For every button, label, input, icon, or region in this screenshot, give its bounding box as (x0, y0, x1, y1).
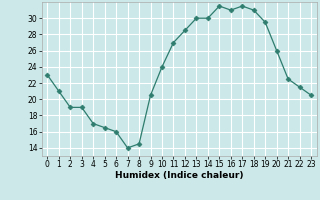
X-axis label: Humidex (Indice chaleur): Humidex (Indice chaleur) (115, 171, 244, 180)
